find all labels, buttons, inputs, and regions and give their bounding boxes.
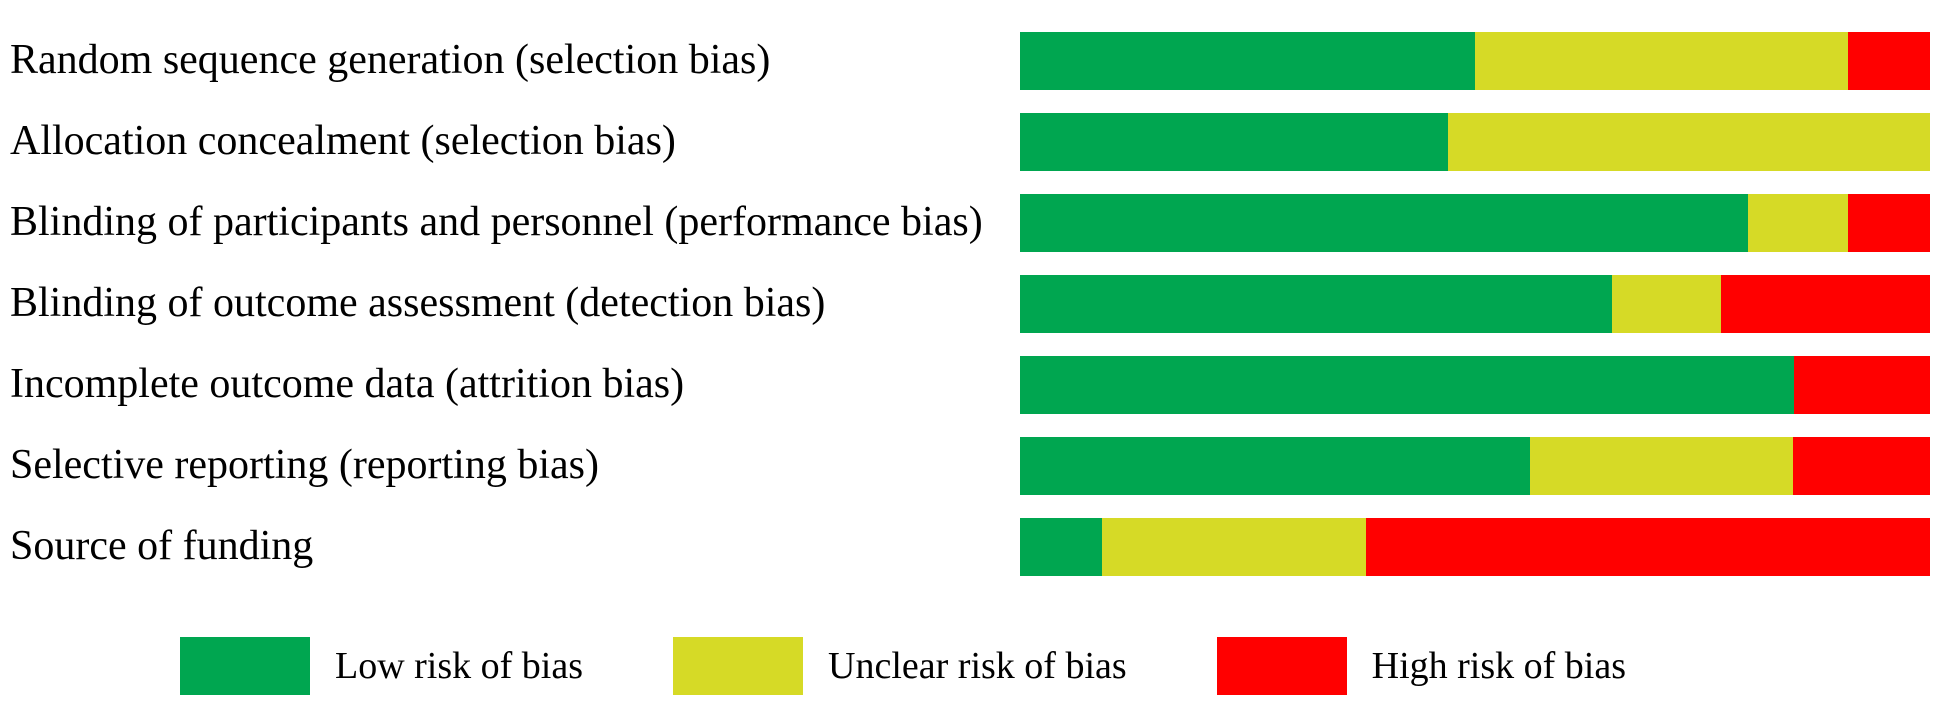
bias-bar — [1020, 275, 1930, 333]
legend-item-unclear: Unclear risk of bias — [673, 637, 1127, 695]
bias-bar — [1020, 356, 1930, 414]
bar-segment-unclear — [1448, 113, 1930, 171]
bias-domain-label: Blinding of outcome assessment (detectio… — [10, 280, 1020, 326]
legend-label: High risk of bias — [1372, 644, 1626, 688]
bar-segment-unclear — [1102, 518, 1366, 576]
bias-domain-label: Blinding of participants and personnel (… — [10, 199, 1020, 245]
bias-bar — [1020, 518, 1930, 576]
bias-row: Blinding of participants and personnel (… — [10, 182, 1932, 263]
bar-segment-high — [1848, 194, 1930, 252]
bar-segment-unclear — [1748, 194, 1848, 252]
risk-of-bias-chart: Random sequence generation (selection bi… — [10, 20, 1932, 587]
bias-bar — [1020, 32, 1930, 90]
bias-row: Allocation concealment (selection bias) — [10, 101, 1932, 182]
bar-segment-high — [1366, 518, 1930, 576]
bar-segment-low — [1020, 194, 1748, 252]
bias-domain-label: Selective reporting (reporting bias) — [10, 442, 1020, 488]
bias-bar — [1020, 113, 1930, 171]
bias-domain-label: Allocation concealment (selection bias) — [10, 118, 1020, 164]
bar-segment-low — [1020, 356, 1794, 414]
bar-segment-high — [1848, 32, 1930, 90]
bar-segment-unclear — [1475, 32, 1848, 90]
bar-segment-low — [1020, 518, 1102, 576]
bias-bar — [1020, 194, 1930, 252]
legend-swatch-high — [1217, 637, 1347, 695]
bar-segment-low — [1020, 113, 1448, 171]
bias-row: Blinding of outcome assessment (detectio… — [10, 263, 1932, 344]
legend-item-high: High risk of bias — [1217, 637, 1626, 695]
bar-segment-high — [1721, 275, 1930, 333]
bar-segment-unclear — [1612, 275, 1721, 333]
bias-row: Source of funding — [10, 506, 1932, 587]
bias-row: Incomplete outcome data (attrition bias) — [10, 344, 1932, 425]
bias-domain-label: Source of funding — [10, 523, 1020, 569]
bias-domain-label: Random sequence generation (selection bi… — [10, 37, 1020, 83]
legend: Low risk of bias Unclear risk of bias High… — [10, 637, 1932, 695]
legend-swatch-unclear — [673, 637, 803, 695]
bar-segment-high — [1794, 356, 1931, 414]
bias-row: Selective reporting (reporting bias) — [10, 425, 1932, 506]
bar-segment-low — [1020, 275, 1612, 333]
bar-segment-low — [1020, 437, 1530, 495]
bias-domain-label: Incomplete outcome data (attrition bias) — [10, 361, 1020, 407]
bar-segment-low — [1020, 32, 1475, 90]
legend-item-low: Low risk of bias — [180, 637, 583, 695]
bias-row: Random sequence generation (selection bi… — [10, 20, 1932, 101]
bar-segment-unclear — [1530, 437, 1794, 495]
legend-label: Unclear risk of bias — [828, 644, 1127, 688]
legend-swatch-low — [180, 637, 310, 695]
legend-label: Low risk of bias — [335, 644, 583, 688]
bar-segment-high — [1793, 437, 1930, 495]
bias-bar — [1020, 437, 1930, 495]
